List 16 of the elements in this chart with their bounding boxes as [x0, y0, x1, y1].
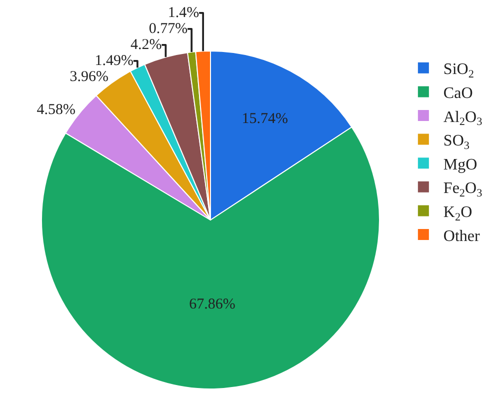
legend-label: K$_{2}$O: [443, 204, 472, 224]
data-label: 67.86%: [189, 296, 236, 312]
data-label: 1.4%: [168, 4, 200, 21]
legend-label: SO$_{3}$: [443, 132, 470, 152]
data-label: 15.74%: [242, 111, 288, 128]
legend-label: Al$_{2}$O$_{3}$: [443, 108, 483, 128]
legend-label: Fe$_{2}$O$_{3}$: [443, 180, 483, 200]
legend-label: MgO: [443, 156, 478, 174]
legend-label: Other: [443, 228, 481, 245]
data-label: 3.96%: [70, 68, 109, 85]
data-label: 1.49%: [94, 52, 134, 69]
legend-label: SiO$_{2}$: [443, 61, 474, 80]
data-label: 4.2%: [130, 36, 162, 53]
data-label: 0.77%: [148, 20, 188, 37]
data-label: 4.58%: [36, 102, 76, 118]
legend-label: CaO: [443, 84, 473, 102]
